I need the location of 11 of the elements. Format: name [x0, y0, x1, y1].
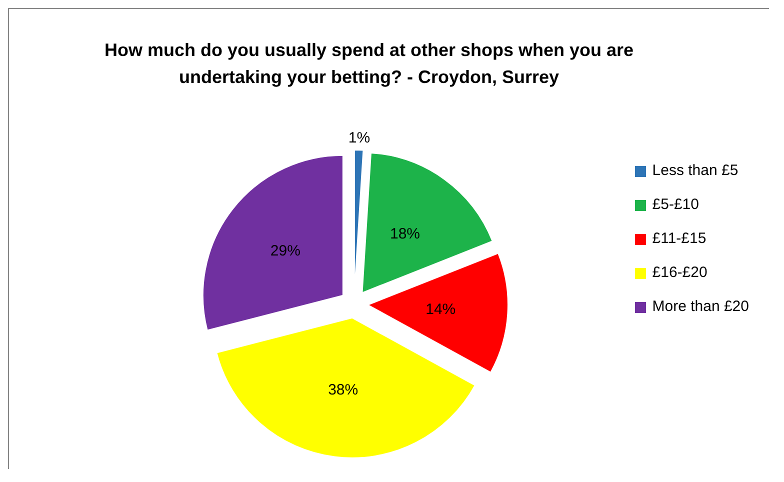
data-label: 38%: [328, 382, 358, 399]
legend-label: Less than £5: [652, 161, 738, 181]
chart-title: How much do you usually spend at other shops when you are undertaking your betting? - Croydon, Surrey: [103, 39, 635, 89]
data-label: 1%: [348, 130, 370, 147]
data-label: 14%: [426, 300, 456, 318]
legend-label: More than £20: [652, 297, 749, 317]
data-label: 18%: [390, 225, 420, 242]
legend-label: £5-£10: [652, 195, 699, 215]
legend-label: £16-£20: [652, 263, 708, 283]
data-label: 29%: [270, 242, 300, 260]
legend-label: £11-£15: [652, 229, 706, 249]
